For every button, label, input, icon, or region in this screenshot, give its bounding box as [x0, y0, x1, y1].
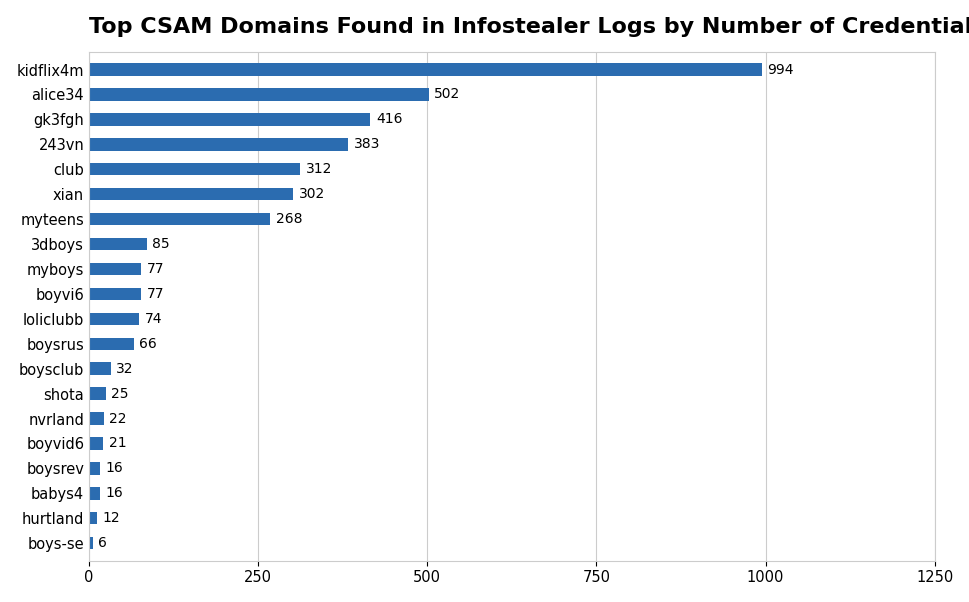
- Text: 16: 16: [106, 461, 123, 476]
- Text: 383: 383: [353, 137, 380, 151]
- Bar: [89, 63, 761, 76]
- Text: 77: 77: [146, 262, 164, 276]
- Text: 302: 302: [298, 187, 325, 201]
- Bar: [89, 138, 348, 150]
- Text: 66: 66: [139, 337, 157, 351]
- Text: 994: 994: [766, 63, 793, 76]
- Bar: [89, 412, 104, 425]
- Text: 22: 22: [109, 412, 127, 426]
- Text: 268: 268: [275, 212, 302, 226]
- Text: 502: 502: [433, 87, 460, 102]
- Text: 416: 416: [376, 113, 402, 126]
- Bar: [89, 437, 103, 450]
- Text: 312: 312: [305, 163, 331, 176]
- Text: 77: 77: [146, 287, 164, 301]
- Bar: [89, 188, 293, 200]
- Bar: [89, 537, 93, 550]
- Text: 32: 32: [116, 362, 134, 376]
- Bar: [89, 462, 100, 474]
- Bar: [89, 288, 141, 300]
- Bar: [89, 362, 110, 375]
- Text: 21: 21: [109, 436, 126, 450]
- Bar: [89, 312, 139, 325]
- Bar: [89, 387, 106, 400]
- Bar: [89, 213, 270, 225]
- Text: Top CSAM Domains Found in Infostealer Logs by Number of Credentials: Top CSAM Domains Found in Infostealer Lo…: [89, 17, 969, 37]
- Bar: [89, 262, 141, 275]
- Bar: [89, 487, 100, 500]
- Text: 85: 85: [152, 237, 170, 251]
- Bar: [89, 238, 146, 250]
- Text: 74: 74: [144, 312, 162, 326]
- Text: 25: 25: [111, 386, 129, 400]
- Bar: [89, 88, 428, 101]
- Text: 12: 12: [103, 511, 120, 525]
- Text: 16: 16: [106, 486, 123, 500]
- Bar: [89, 113, 370, 126]
- Bar: [89, 338, 134, 350]
- Bar: [89, 163, 299, 176]
- Text: 6: 6: [99, 536, 108, 550]
- Bar: [89, 512, 97, 524]
